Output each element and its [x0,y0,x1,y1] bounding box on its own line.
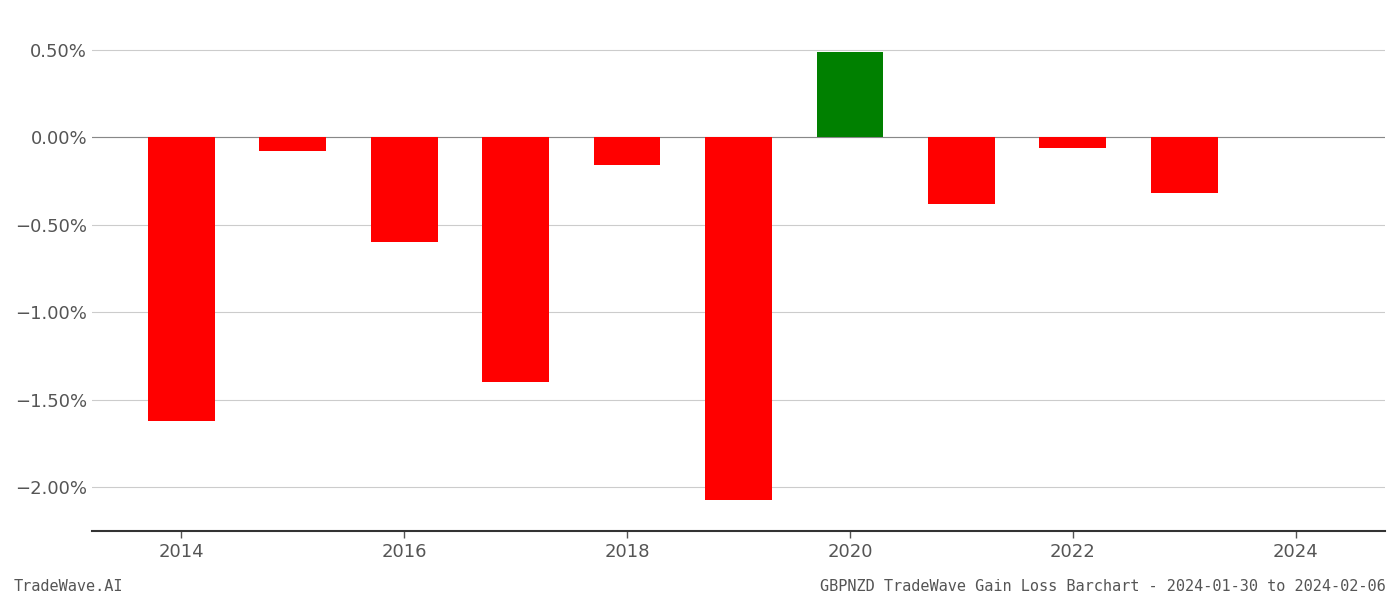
Text: TradeWave.AI: TradeWave.AI [14,579,123,594]
Bar [706,137,771,500]
Bar [1039,137,1106,148]
Bar [148,137,214,421]
Bar [928,137,995,204]
Text: GBPNZD TradeWave Gain Loss Barchart - 2024-01-30 to 2024-02-06: GBPNZD TradeWave Gain Loss Barchart - 20… [820,579,1386,594]
Bar [1151,137,1218,193]
Bar [371,137,438,242]
Bar [816,52,883,137]
Bar [259,137,326,151]
Bar [594,137,661,166]
Bar [482,137,549,382]
